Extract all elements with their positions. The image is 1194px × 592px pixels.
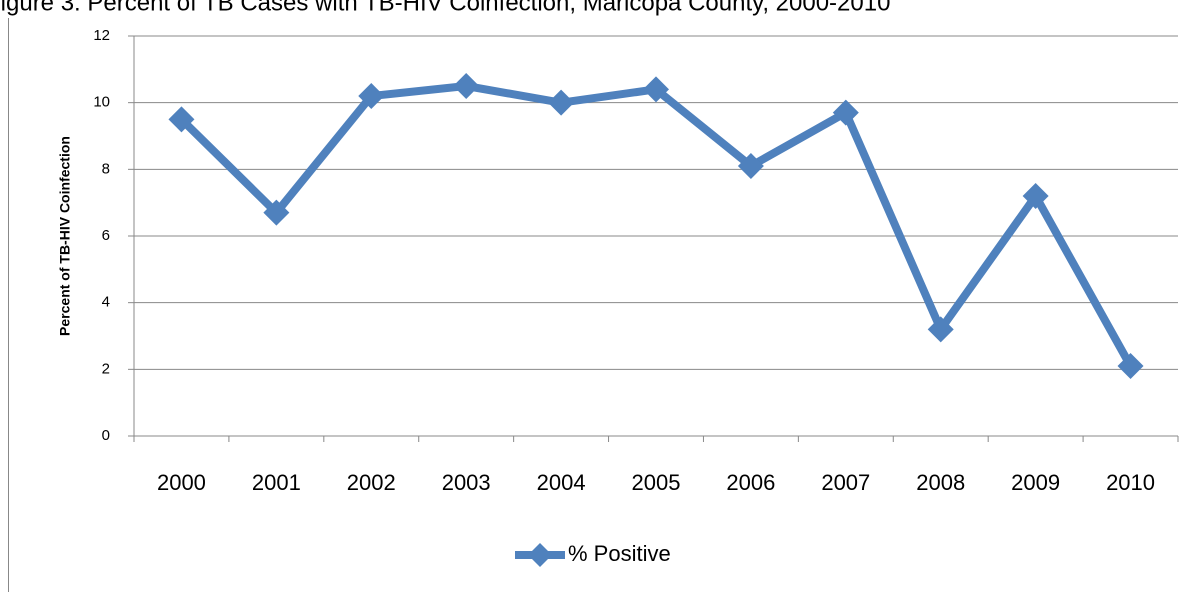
data-point xyxy=(737,153,764,179)
y-tick-label: 2 xyxy=(102,360,110,377)
data-point xyxy=(1117,353,1144,379)
data-point xyxy=(453,73,480,99)
x-tick-label: 2001 xyxy=(252,470,301,495)
y-tick-label: 0 xyxy=(102,427,110,444)
data-point xyxy=(168,106,195,133)
y-tick-label: 12 xyxy=(93,27,110,44)
legend-label: % Positive xyxy=(568,541,671,566)
data-point xyxy=(548,89,575,116)
x-tick-label: 2007 xyxy=(821,470,870,495)
y-tick-label: 6 xyxy=(102,227,110,244)
data-point xyxy=(832,99,859,126)
x-tick-label: 2004 xyxy=(537,470,586,495)
data-point xyxy=(643,76,669,103)
data-point xyxy=(1022,183,1049,209)
x-tick-label: 2006 xyxy=(726,470,775,495)
x-tick-label: 2010 xyxy=(1106,470,1155,495)
x-tick-label: 2000 xyxy=(157,470,206,495)
data-point xyxy=(927,316,954,343)
data-point xyxy=(263,199,290,226)
legend-marker xyxy=(528,543,552,567)
data-point xyxy=(358,83,385,109)
y-tick-label: 8 xyxy=(102,160,110,177)
y-tick-label: 4 xyxy=(102,294,110,311)
x-tick-label: 2005 xyxy=(632,470,681,495)
x-tick-label: 2008 xyxy=(916,470,965,495)
x-tick-label: 2003 xyxy=(442,470,491,495)
x-tick-label: 2009 xyxy=(1011,470,1060,495)
series-line xyxy=(178,82,1135,368)
x-tick-label: 2002 xyxy=(347,470,396,495)
chart-title: Figure 3: Percent of TB Cases with TB-HI… xyxy=(0,0,890,16)
y-axis-label: Percent of TB-HIV Coinfection xyxy=(57,136,73,336)
y-tick-label: 10 xyxy=(93,94,110,111)
